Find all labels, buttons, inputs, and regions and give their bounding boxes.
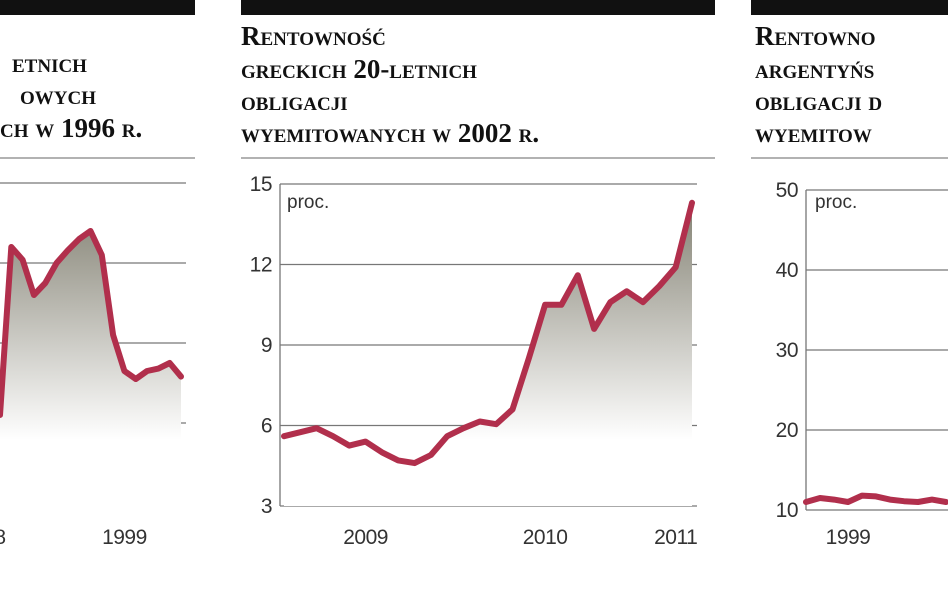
chart-title: owych xyxy=(20,80,96,110)
x-tick-label: 2009 xyxy=(343,526,388,549)
area xyxy=(284,202,692,507)
panel-bar xyxy=(241,0,715,15)
chart-title: wyemitowanych w 2002 r. xyxy=(241,118,539,148)
panel-bar xyxy=(751,0,948,15)
x-tick-label: 1999 xyxy=(826,526,871,549)
y-tick-label: 50 xyxy=(776,179,798,202)
line xyxy=(0,228,184,418)
x-tick-label: 2010 xyxy=(523,526,568,549)
x-tick-label: 2011 xyxy=(654,526,697,549)
area xyxy=(0,231,181,503)
y-tick-label: 10 xyxy=(776,499,798,522)
x-tick-label: 8 xyxy=(0,526,6,549)
chart-title: obligacji d xyxy=(755,86,882,116)
chart-title: Rentowno xyxy=(755,21,876,51)
chart-title: Rentowność xyxy=(241,21,386,51)
unit-label: proc. xyxy=(815,192,857,213)
x-tick-label: 1999 xyxy=(102,526,147,549)
unit-label: proc. xyxy=(287,192,329,213)
y-tick-label: 30 xyxy=(776,339,798,362)
panel-bar xyxy=(0,0,195,15)
chart-title: greckich 20-letnich xyxy=(241,54,477,84)
chart-title: wyemitow xyxy=(755,118,872,148)
chart-title: obligacji xyxy=(241,86,348,116)
line xyxy=(803,492,948,505)
y-tick-label: 6 xyxy=(261,415,272,438)
y-tick-label: 15 xyxy=(250,173,272,196)
y-tick-label: 20 xyxy=(776,419,798,442)
chart-title: ch w 1996 r. xyxy=(0,113,142,143)
y-tick-label: 9 xyxy=(261,334,272,357)
y-tick-label: 3 xyxy=(261,495,272,518)
y-tick-label: 12 xyxy=(250,254,272,277)
y-tick-label: 40 xyxy=(776,259,798,282)
chart-title: etnich xyxy=(12,48,87,78)
chart-title: argentyńs xyxy=(755,54,874,84)
line xyxy=(281,199,695,467)
